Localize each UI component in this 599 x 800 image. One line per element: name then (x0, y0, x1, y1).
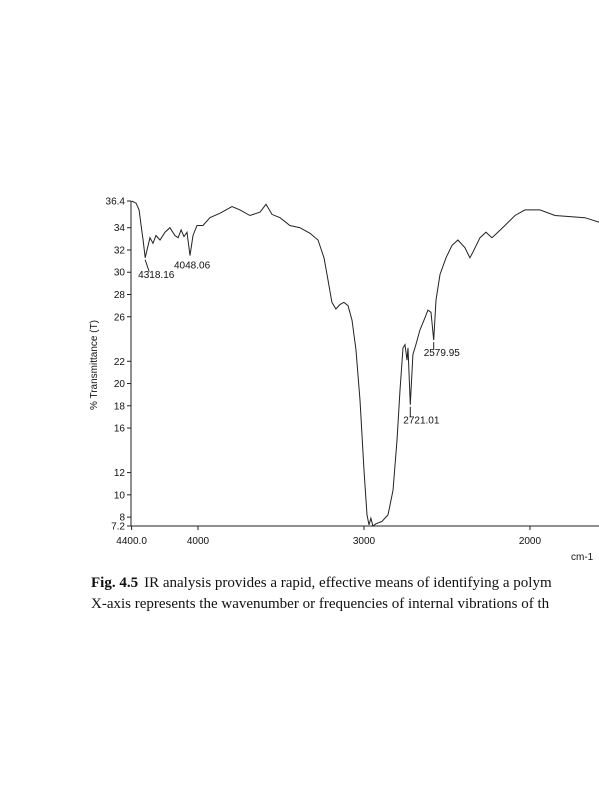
caption-text: IR analysis provides a rapid, effective … (144, 575, 552, 591)
caption-line: Fig. 4.5 IR analysis provides a rapid, ef… (91, 575, 552, 591)
y-tick-label: 22 (114, 357, 126, 368)
x-tick-label: 3000 (353, 536, 376, 547)
y-tick-label: 32 (114, 245, 126, 256)
y-tick-label: 34 (114, 223, 126, 234)
y-tick-label: 20 (114, 379, 126, 390)
annotation-label: 4318.16 (138, 270, 175, 281)
y-tick-label: 12 (114, 468, 126, 479)
y-tick-label: 30 (114, 268, 126, 279)
y-axis-label: % Transmittance (T) (89, 320, 100, 410)
x-axis-label: cm-1 (571, 552, 594, 563)
y-tick-label: 8 (119, 513, 125, 524)
caption-label: Fig. 4.5 (91, 575, 138, 591)
caption-text: X-axis represents the wavenumber or freq… (91, 596, 550, 612)
x-tick-label: 4400.0 (116, 536, 147, 547)
annotation-label: 2721.01 (403, 416, 440, 427)
spectrum-line (131, 200, 599, 527)
annotation-label: 2579.95 (424, 348, 461, 359)
y-tick-label: 28 (114, 290, 126, 301)
y-tick-label: 16 (114, 424, 126, 435)
y-tick-label: 10 (114, 490, 126, 501)
y-tick-label: 26 (114, 312, 126, 323)
y-tick-label: 36.4 (106, 197, 126, 208)
x-tick-label: 4000 (187, 536, 210, 547)
x-tick-label: 2000 (519, 536, 542, 547)
y-tick-label: 18 (114, 401, 126, 412)
annotation-leader (144, 259, 150, 272)
annotation-label: 4048.06 (174, 261, 211, 272)
y-tick-label: 7.2 (111, 522, 125, 533)
